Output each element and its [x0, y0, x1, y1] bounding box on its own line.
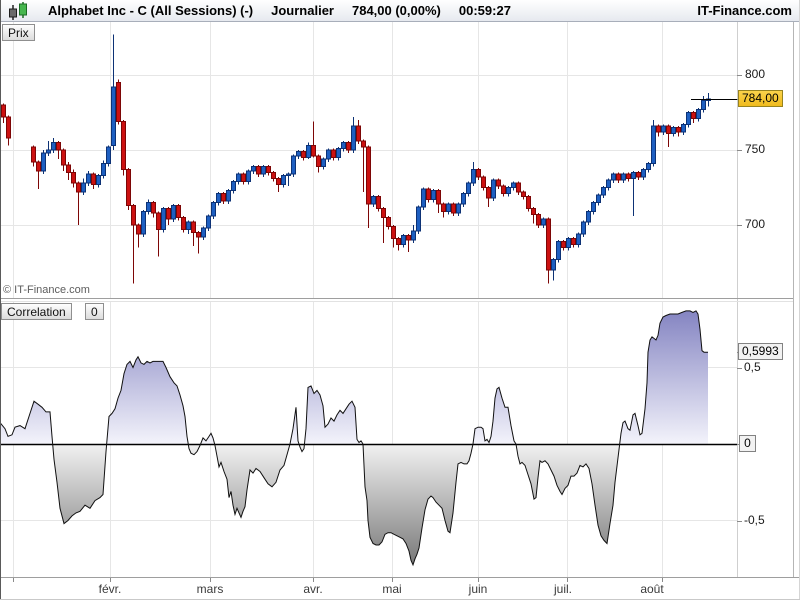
price-y-axis[interactable] — [737, 22, 794, 577]
price-panel-tab[interactable]: Prix — [2, 24, 35, 41]
panel-separator — [0, 298, 793, 299]
month-label: mai — [382, 582, 402, 596]
month-tick-mark — [13, 578, 14, 582]
month-label: avr. — [303, 582, 323, 596]
axis-tick-mark — [737, 75, 742, 76]
month-tick-mark — [478, 578, 479, 582]
month-tick-mark — [210, 578, 211, 582]
month-label: août — [640, 582, 664, 596]
correlation-area-svg — [0, 302, 737, 577]
correlation-param-button[interactable]: 0 — [85, 303, 104, 320]
month-tick-mark — [567, 578, 568, 582]
candlestick-chart-icon — [9, 1, 27, 20]
price-axis-label: 700 — [745, 217, 766, 231]
month-tick-mark — [313, 578, 314, 582]
watermark: © IT-Finance.com — [3, 284, 90, 296]
last-price-badge: 784,00 — [738, 90, 783, 107]
correlation-indicator-tab[interactable]: Correlation — [1, 303, 72, 320]
quote-and-change: 784,00 (0,00%) — [351, 3, 441, 18]
month-label: mars — [196, 582, 224, 596]
price-candlestick-svg — [0, 22, 737, 298]
axis-tick-mark — [737, 520, 742, 522]
correlation-axis-label: -0,5 — [744, 512, 765, 527]
month-tick-mark — [392, 578, 393, 582]
axis-tick-mark — [737, 367, 742, 369]
axis-tick-mark — [737, 225, 742, 226]
window-left-edge — [0, 0, 1, 600]
chart-header: Alphabet Inc - C (All Sessions) (-) Jour… — [0, 0, 800, 22]
price-chart[interactable] — [0, 22, 737, 298]
month-label: juil. — [553, 582, 573, 596]
panel-separator-inner — [0, 301, 793, 302]
time-x-axis[interactable]: févr. mars avr. mai juin juil. août — [0, 577, 800, 600]
clock: 00:59:27 — [458, 3, 511, 18]
correlation-chart[interactable] — [0, 302, 737, 577]
price-axis-label: 750 — [745, 142, 766, 156]
price-axis-label: 800 — [745, 67, 766, 81]
correlation-axis-label: 0,5 — [744, 359, 761, 374]
month-label: juin — [468, 582, 488, 596]
month-label: févr. — [98, 582, 122, 596]
instrument-title: Alphabet Inc - C (All Sessions) (-) — [48, 3, 254, 18]
correlation-zero-badge: 0 — [739, 435, 756, 452]
correlation-value-badge: 0,5993 — [738, 343, 783, 361]
axis-tick-mark — [737, 150, 742, 151]
brand-label: IT-Finance.com — [697, 3, 792, 18]
month-tick-mark — [662, 578, 663, 582]
month-tick-mark — [110, 578, 111, 582]
timeframe-label: Journalier — [271, 3, 334, 18]
